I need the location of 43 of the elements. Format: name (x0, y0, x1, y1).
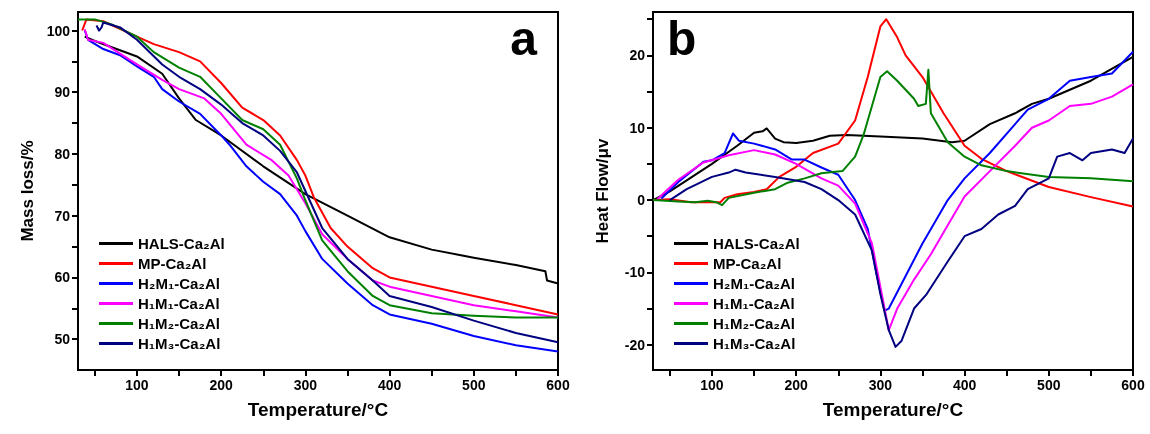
y-tick-label: -20 (624, 336, 646, 353)
x-tick-label: 500 (462, 377, 486, 393)
y-tick-label: 50 (54, 331, 71, 348)
x-tick-label: 300 (293, 377, 318, 393)
y-tick-label: 80 (54, 145, 71, 162)
y-tick-label: -10 (624, 264, 646, 281)
x-tick-label: 100 (700, 377, 724, 393)
x-tick-label: 500 (1037, 377, 1061, 393)
legend-label: H₁M₃-Ca₂Al (138, 335, 221, 352)
x-axis-title: Temperature/°C (822, 399, 964, 420)
y-tick-label: 20 (629, 47, 646, 64)
line-series (656, 83, 1134, 332)
legend-label: MP-Ca₂Al (713, 255, 782, 272)
y-tick-label: 60 (54, 269, 71, 286)
y-tick-label: 100 (46, 22, 71, 39)
x-tick-label: 300 (868, 377, 893, 393)
x-tick-label: 100 (125, 377, 149, 393)
legend-label: H₁M₁-Ca₂Al (713, 295, 795, 312)
annotation: b (667, 11, 697, 65)
x-tick-label: 400 (377, 377, 402, 393)
line-series (668, 137, 1134, 348)
legend-label: H₂M₁-Ca₂Al (138, 275, 221, 292)
y-axis-title: Heat Flow/μv (593, 138, 612, 244)
legend-label: MP-Ca₂Al (138, 255, 207, 272)
x-tick-label: 400 (952, 377, 977, 393)
x-axis-title: Temperature/°C (247, 399, 389, 420)
x-tick-label: 600 (546, 377, 570, 393)
y-tick-label: 70 (54, 207, 71, 224)
legend-label: H₁M₂-Ca₂Al (713, 315, 796, 332)
legend-label: H₂M₁-Ca₂Al (713, 275, 796, 292)
legend-label: HALS-Ca₂Al (138, 235, 225, 252)
y-tick-label: 0 (637, 192, 646, 209)
legend-label: H₁M₁-Ca₂Al (138, 295, 220, 312)
legend-label: H₁M₂-Ca₂Al (138, 315, 221, 332)
x-tick-label: 600 (1121, 377, 1145, 393)
x-tick-label: 200 (209, 377, 234, 393)
x-tick-label: 200 (784, 377, 809, 393)
y-tick-label: 90 (54, 84, 71, 101)
y-tick-label: 10 (629, 119, 646, 136)
legend-label: HALS-Ca₂Al (713, 235, 800, 252)
legend-label: H₁M₃-Ca₂Al (713, 335, 796, 352)
annotation: a (510, 11, 538, 65)
y-axis-title: Mass loss/% (17, 140, 37, 242)
